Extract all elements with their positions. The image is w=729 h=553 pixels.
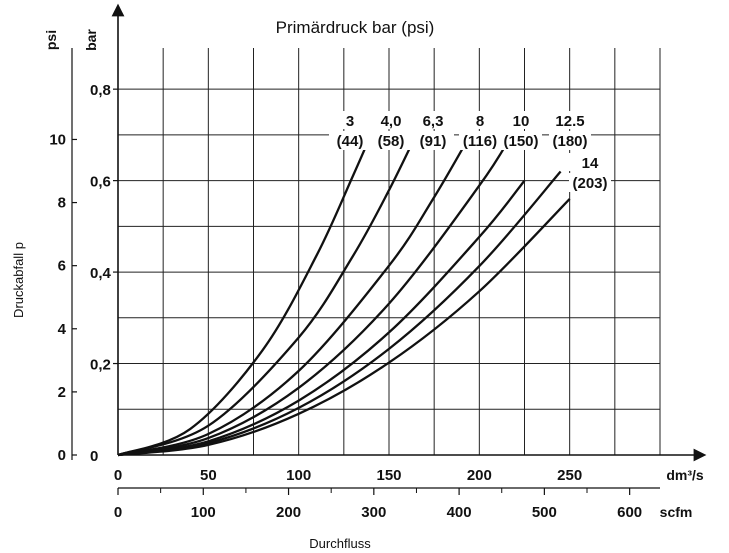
labels: Primärdruck bar (psi) bar psi Druckabfal… bbox=[11, 18, 704, 551]
x-axis-label: Durchfluss bbox=[309, 536, 371, 551]
y-axis-label: Druckabfall p bbox=[11, 242, 26, 318]
series-label: 6,3 bbox=[423, 113, 444, 130]
x-secondary-tick-label: 200 bbox=[276, 504, 301, 521]
series-label-bg bbox=[459, 131, 501, 150]
series-label-bg bbox=[329, 111, 371, 129]
series-label-bg bbox=[370, 131, 412, 150]
y-psi-tick-label: 8 bbox=[58, 195, 66, 212]
series-label: (203) bbox=[572, 175, 607, 192]
series-label-bg bbox=[500, 131, 542, 150]
y-bar-tick-label: 0 bbox=[90, 448, 98, 465]
series-label-bg bbox=[412, 111, 454, 129]
series-label-bg bbox=[569, 173, 611, 192]
series-label: 4,0 bbox=[381, 113, 402, 130]
series-label-bg bbox=[549, 131, 591, 150]
x-primary-tick-label: 200 bbox=[467, 467, 492, 484]
series-curve bbox=[117, 134, 472, 457]
series-label-bg bbox=[459, 111, 501, 129]
series-label-bg bbox=[500, 111, 542, 129]
x-secondary-tick-label: 100 bbox=[191, 504, 216, 521]
series-label: (44) bbox=[337, 133, 364, 150]
series-label-bg bbox=[370, 111, 412, 129]
y-psi-tick-label: 6 bbox=[58, 258, 66, 275]
y-psi-tick-label: 10 bbox=[49, 131, 66, 148]
series-curve bbox=[117, 134, 513, 457]
series-curve bbox=[117, 198, 571, 457]
series-label: (180) bbox=[552, 133, 587, 150]
grid bbox=[118, 48, 661, 455]
y-unit-bar-label: bar bbox=[83, 29, 99, 51]
x-secondary-tick-label: 400 bbox=[447, 504, 472, 521]
y-psi-tick-label: 0 bbox=[58, 447, 66, 464]
series-label-bg bbox=[329, 131, 371, 150]
series-label: 3 bbox=[346, 113, 354, 130]
series-label-bg bbox=[569, 153, 611, 171]
series-curve bbox=[117, 134, 372, 457]
x-secondary-tick-label: 300 bbox=[361, 504, 386, 521]
series-curve bbox=[117, 134, 418, 457]
x-primary-tick-label: 0 bbox=[114, 467, 122, 484]
y-bar-tick-label: 0,6 bbox=[90, 174, 111, 191]
series-label-bg bbox=[549, 111, 591, 129]
x-secondary-tick-label: 600 bbox=[617, 504, 642, 521]
series-label: 8 bbox=[476, 113, 484, 130]
y-bar-tick-label: 0,4 bbox=[90, 265, 112, 282]
chart-title: Primärdruck bar (psi) bbox=[276, 18, 435, 37]
x-primary-tick-label: 150 bbox=[376, 467, 401, 484]
series-label: (150) bbox=[503, 133, 538, 150]
series-curve bbox=[117, 170, 562, 457]
series-label: (116) bbox=[463, 133, 497, 150]
series-label: (58) bbox=[378, 133, 405, 150]
series-label: 12.5 bbox=[555, 113, 584, 130]
y-bar-tick-label: 0,2 bbox=[90, 357, 111, 374]
axes bbox=[71, 3, 707, 489]
curves: 3 (44) 4,0 (58) 6,3 (91) 8 (116) 10 (150) 12.5 (180… bbox=[117, 111, 611, 457]
series-label: 10 bbox=[513, 113, 530, 130]
series-label: 14 bbox=[582, 155, 599, 172]
x-primary-tick-label: 100 bbox=[286, 467, 311, 484]
series-label-bg bbox=[412, 131, 454, 150]
series-label: (91) bbox=[420, 133, 447, 150]
x-unit-primary-label: dm³/s bbox=[666, 467, 704, 483]
y-psi-tick-label: 4 bbox=[58, 321, 67, 338]
y-unit-psi-label: psi bbox=[43, 30, 59, 50]
series-curve bbox=[117, 179, 526, 457]
x-unit-secondary-label: scfm bbox=[660, 504, 693, 520]
y-psi-tick-label: 2 bbox=[58, 384, 66, 401]
x-primary-tick-label: 250 bbox=[557, 467, 582, 484]
y-bar-tick-label: 0,8 bbox=[90, 82, 111, 99]
x-secondary-tick-label: 0 bbox=[114, 504, 122, 521]
x-primary-tick-label: 50 bbox=[200, 467, 217, 484]
x-secondary-tick-label: 500 bbox=[532, 504, 557, 521]
